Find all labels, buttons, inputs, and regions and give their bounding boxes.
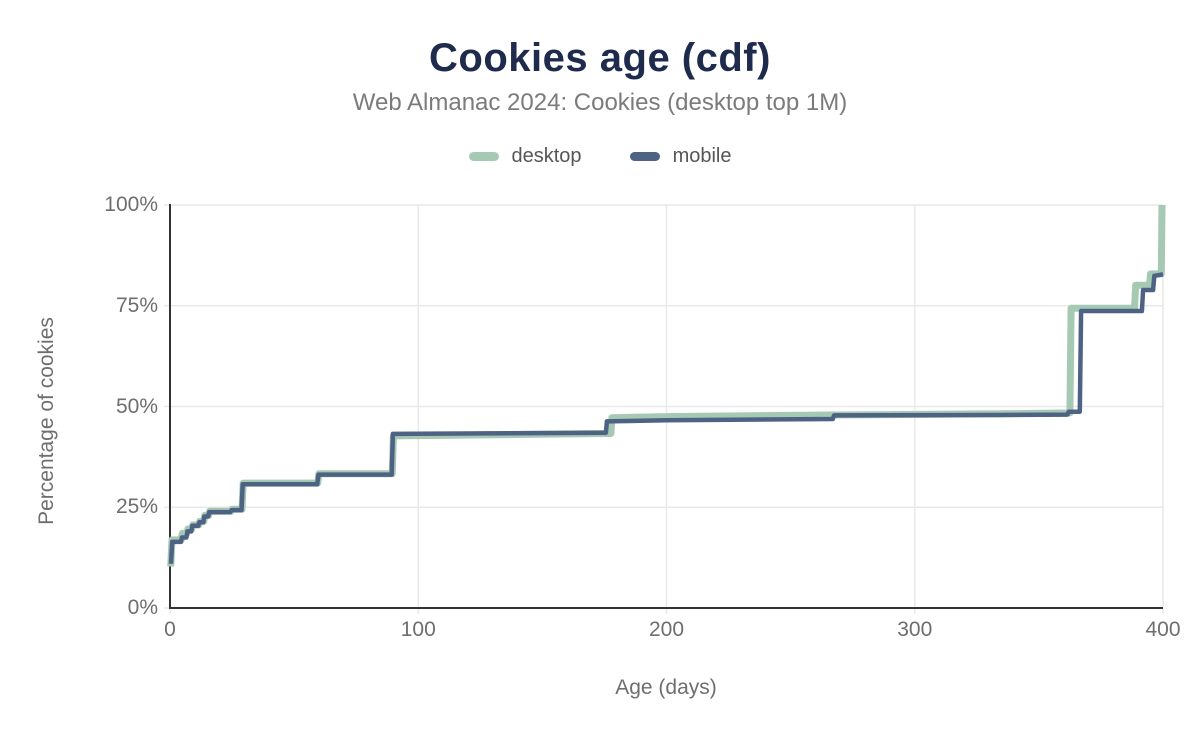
mobile-series-swatch-icon (629, 152, 660, 161)
desktop-series-swatch-icon (468, 152, 499, 161)
legend: desktop mobile (0, 145, 1200, 168)
chart-title: Cookies age (cdf) (429, 36, 771, 80)
x-axis-title: Age (days) (615, 676, 717, 699)
series-line-mobile (168, 272, 1164, 564)
legend-item-mobile[interactable]: mobile (629, 145, 732, 168)
legend-item-desktop[interactable]: desktop (468, 145, 582, 168)
legend-label-desktop: desktop (511, 145, 582, 167)
legend-label-mobile: mobile (672, 145, 732, 167)
chart-subtitle: Web Almanac 2024: Cookies (desktop top 1… (352, 89, 848, 116)
y-axis-title: Percentage of cookies (35, 317, 58, 525)
